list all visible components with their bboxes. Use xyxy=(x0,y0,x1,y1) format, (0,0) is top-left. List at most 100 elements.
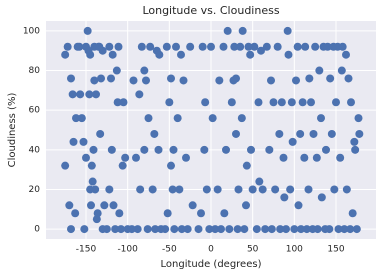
point xyxy=(244,42,253,51)
point xyxy=(67,225,75,234)
point xyxy=(305,74,314,83)
point xyxy=(175,185,184,194)
point xyxy=(332,98,340,107)
point xyxy=(336,153,345,162)
x-tick-label: -100 xyxy=(117,245,138,255)
point xyxy=(112,66,121,75)
point xyxy=(92,90,100,99)
point xyxy=(233,225,242,234)
point xyxy=(133,225,142,234)
point xyxy=(348,209,357,218)
point xyxy=(170,225,179,234)
point xyxy=(246,50,255,59)
point xyxy=(198,42,207,51)
point xyxy=(275,129,284,138)
point xyxy=(107,145,116,154)
point xyxy=(67,74,75,83)
point xyxy=(355,129,364,138)
point xyxy=(172,42,180,51)
point xyxy=(69,137,78,146)
point xyxy=(350,137,359,146)
point xyxy=(169,145,178,154)
point xyxy=(135,90,144,99)
point xyxy=(165,98,174,107)
point xyxy=(92,215,101,224)
point xyxy=(97,74,105,83)
point xyxy=(242,201,250,210)
point xyxy=(205,225,214,234)
point xyxy=(354,114,363,123)
point xyxy=(132,153,140,162)
point xyxy=(102,225,111,234)
chart-title: Longitude vs. Cloudiness xyxy=(142,4,279,17)
point xyxy=(127,225,136,234)
point xyxy=(87,201,95,210)
point xyxy=(142,76,150,85)
x-tick-label: 100 xyxy=(286,245,303,255)
point xyxy=(154,145,163,154)
x-tick-label: 150 xyxy=(327,245,344,255)
point xyxy=(107,74,115,83)
point xyxy=(287,98,296,107)
point xyxy=(255,177,264,186)
point xyxy=(197,209,205,218)
point xyxy=(215,76,224,85)
point xyxy=(258,185,267,194)
point xyxy=(286,185,295,194)
point xyxy=(257,46,265,55)
y-tick-label: 60 xyxy=(29,106,41,116)
point xyxy=(88,177,97,186)
point xyxy=(342,185,351,194)
point xyxy=(71,209,80,218)
point xyxy=(293,42,302,51)
y-tick-label: 20 xyxy=(29,185,41,195)
point xyxy=(346,225,355,234)
point xyxy=(219,42,228,51)
point xyxy=(105,42,114,51)
x-tick-label: 0 xyxy=(208,245,214,255)
point xyxy=(351,145,360,154)
point xyxy=(326,74,335,83)
point xyxy=(236,42,245,51)
point xyxy=(347,98,355,107)
point xyxy=(322,145,330,154)
point xyxy=(327,129,336,138)
point xyxy=(136,185,145,194)
point xyxy=(155,50,164,59)
point xyxy=(262,42,271,51)
point xyxy=(91,185,100,194)
points xyxy=(61,26,364,234)
point xyxy=(95,42,104,51)
point xyxy=(290,225,299,234)
point xyxy=(300,153,309,162)
x-axis-label: Longitude (degrees) xyxy=(161,259,262,270)
point xyxy=(296,129,305,138)
point xyxy=(194,225,203,234)
point xyxy=(223,26,232,35)
point xyxy=(297,225,305,234)
point xyxy=(234,185,243,194)
point xyxy=(242,161,251,170)
point xyxy=(325,225,334,234)
point xyxy=(298,98,307,107)
point xyxy=(87,161,96,170)
point xyxy=(267,225,276,234)
point xyxy=(140,145,149,154)
point xyxy=(61,50,70,59)
x-tick-label: -150 xyxy=(76,245,97,255)
point xyxy=(167,74,175,83)
point xyxy=(313,225,322,234)
point xyxy=(323,42,332,51)
point xyxy=(340,225,349,234)
point xyxy=(121,153,130,162)
point xyxy=(267,76,275,85)
point xyxy=(113,98,122,107)
point xyxy=(148,185,157,194)
point xyxy=(186,42,195,51)
point xyxy=(80,225,89,234)
point xyxy=(68,90,77,99)
point xyxy=(201,98,210,107)
point xyxy=(292,76,300,85)
point xyxy=(342,50,350,59)
point xyxy=(161,225,170,234)
